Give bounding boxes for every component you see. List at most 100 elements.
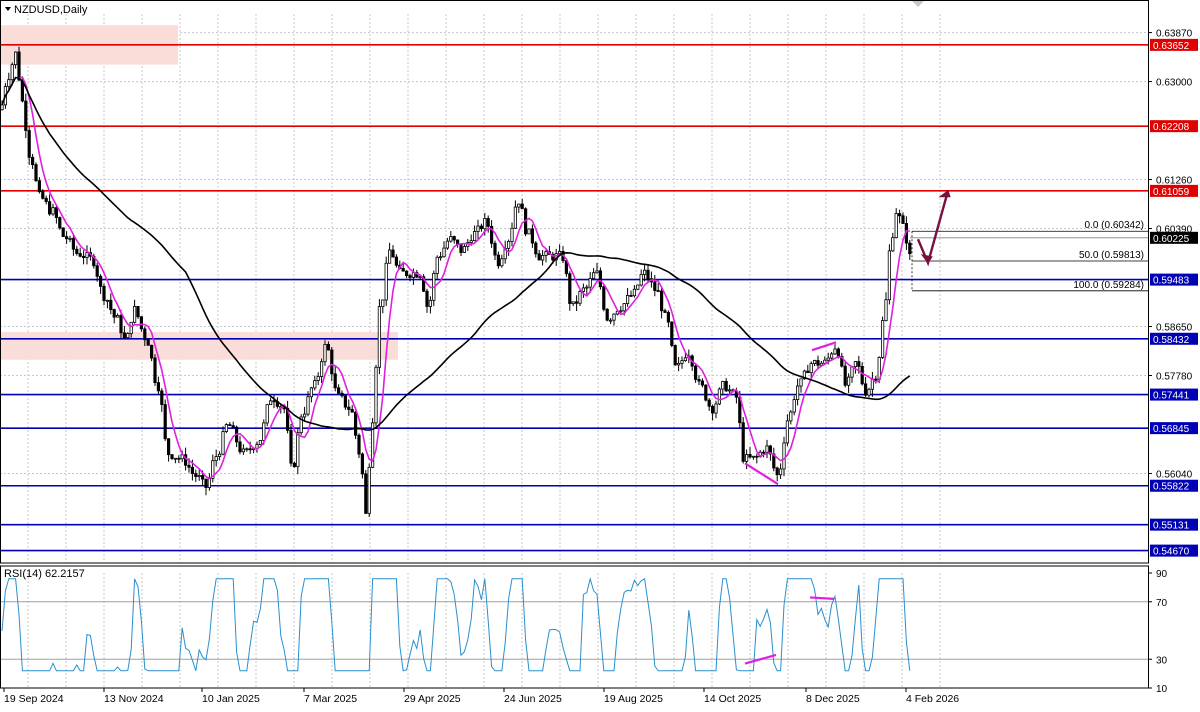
candle-body [75,248,79,254]
candle-body [54,207,59,218]
level-label: 0.63652 [1153,41,1190,52]
symbol-label: NZDUSD,Daily [14,4,88,16]
x-tick-label: 13 Nov 2024 [104,693,164,705]
candle-body [595,270,599,274]
candle-body [452,236,456,241]
candle-body [132,306,137,323]
candle-body [575,301,579,304]
candle-body [20,79,25,102]
level-label: 0.57441 [1153,391,1190,402]
candle-body [0,104,4,111]
current-price-bg [1150,231,1198,244]
candle-body [316,376,320,381]
level-label-bg [1150,332,1198,345]
candle-body [881,320,885,358]
y-tick-label: 0.60390 [1156,225,1193,236]
candle-body [122,332,126,338]
candle-body [336,387,341,394]
candle-body [143,328,147,341]
candle-body [217,453,222,457]
candle-body [136,306,140,318]
y-tick-label: 0.57780 [1156,371,1193,382]
candle-body [17,51,21,81]
candle-body [493,242,497,256]
candle-body [809,363,813,374]
candle-body [626,295,630,305]
candle-body [489,225,494,244]
candle-body [364,473,368,514]
candle-body [762,451,766,454]
candle-body [578,291,582,304]
candle-body [765,445,769,453]
candle-body [751,455,756,458]
x-tick-label: 14 Oct 2025 [704,693,761,705]
candle-body [476,225,480,232]
candle-body [799,378,803,387]
level-label-bg [1150,184,1198,197]
candle-body [673,345,677,366]
candle-body [139,316,143,330]
candle-body [408,275,412,278]
support-zone [0,332,398,360]
level-label: 0.54670 [1153,547,1190,558]
candle-body [34,164,38,182]
candle-body [663,310,667,313]
candle-body [387,249,392,264]
candle-body [527,228,531,235]
x-tick-label: 29 Apr 2025 [404,693,461,705]
arrow-head-up [938,189,951,198]
candle-body [7,79,11,87]
candle-body [309,387,314,398]
candle-body [643,269,647,275]
candle-body [99,275,103,287]
candle-body [677,362,681,366]
scroll-marker-icon[interactable] [912,1,924,7]
candle-body [775,467,779,476]
candle-body [537,253,541,261]
candle-body [459,244,463,253]
candle-body [265,404,269,424]
candle-body [330,349,334,375]
dropdown-triangle-icon[interactable] [5,7,11,11]
candle-body [792,399,796,413]
candle-body [177,457,181,460]
candle-body [541,255,545,261]
candle-body [156,382,160,392]
candle-body [146,339,150,346]
candle-body [636,284,640,290]
candle-body [785,420,790,444]
level-label-bg [1150,518,1198,531]
candle-body [697,379,701,382]
candle-body [898,213,902,217]
candle-body [319,361,324,377]
fast-moving-average [1,76,910,480]
candle-body [796,385,800,401]
candle-body [704,384,708,401]
candle-body [833,348,837,355]
candle-body [588,278,592,288]
candle-body [160,390,164,405]
candle-body [449,236,453,242]
candle-body [48,201,52,215]
candle-body [44,197,48,203]
level-label-bg [1150,422,1198,435]
candle-body [724,380,728,392]
candle-body [612,313,616,321]
candle-body [632,288,637,297]
candle-body [629,295,633,297]
candle-body [802,370,807,380]
candle-body [813,360,817,364]
rsi-tick-label: 90 [1156,569,1168,580]
horizontal-levels: 0.63652 0.62208 0.61059 0.59483 0.58432 0.574… [0,38,1198,558]
candle-body [609,319,613,322]
candle-body [728,389,732,392]
candle-body [347,406,351,410]
candle-body [197,475,201,477]
candle-body [357,434,361,455]
level-label: 0.62208 [1153,122,1190,133]
candle-body [901,215,905,224]
candle-body [666,312,671,323]
candle-body [401,268,405,272]
candle-body [639,274,643,286]
